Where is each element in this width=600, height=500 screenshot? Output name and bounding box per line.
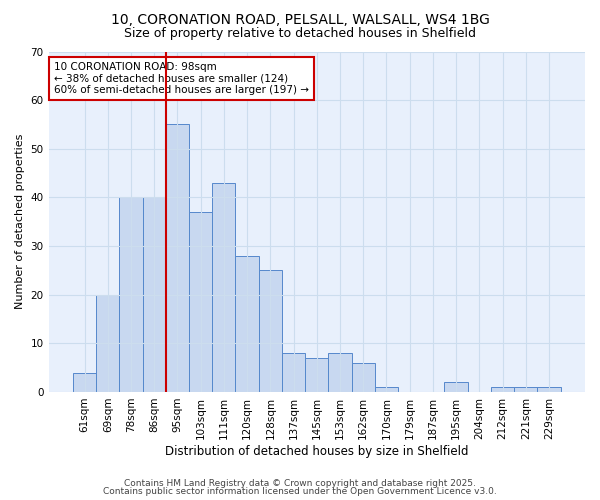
Bar [538, 387, 560, 392]
Text: 10 CORONATION ROAD: 98sqm
← 38% of detached houses are smaller (124)
60% of semi: 10 CORONATION ROAD: 98sqm ← 38% of detac… [54, 62, 309, 95]
Bar [259, 270, 282, 392]
Bar [96, 294, 119, 392]
Bar [119, 198, 143, 392]
Bar [514, 387, 538, 392]
Y-axis label: Number of detached properties: Number of detached properties [15, 134, 25, 310]
Bar [352, 363, 375, 392]
Bar [445, 382, 468, 392]
Text: Contains HM Land Registry data © Crown copyright and database right 2025.: Contains HM Land Registry data © Crown c… [124, 478, 476, 488]
Text: Size of property relative to detached houses in Shelfield: Size of property relative to detached ho… [124, 28, 476, 40]
Text: Contains public sector information licensed under the Open Government Licence v3: Contains public sector information licen… [103, 487, 497, 496]
Bar [328, 353, 352, 392]
Bar [189, 212, 212, 392]
Bar [143, 198, 166, 392]
X-axis label: Distribution of detached houses by size in Shelfield: Distribution of detached houses by size … [165, 444, 469, 458]
Bar [491, 387, 514, 392]
Bar [73, 372, 96, 392]
Bar [166, 124, 189, 392]
Text: 10, CORONATION ROAD, PELSALL, WALSALL, WS4 1BG: 10, CORONATION ROAD, PELSALL, WALSALL, W… [110, 12, 490, 26]
Bar [375, 387, 398, 392]
Bar [282, 353, 305, 392]
Bar [212, 183, 235, 392]
Bar [235, 256, 259, 392]
Bar [305, 358, 328, 392]
